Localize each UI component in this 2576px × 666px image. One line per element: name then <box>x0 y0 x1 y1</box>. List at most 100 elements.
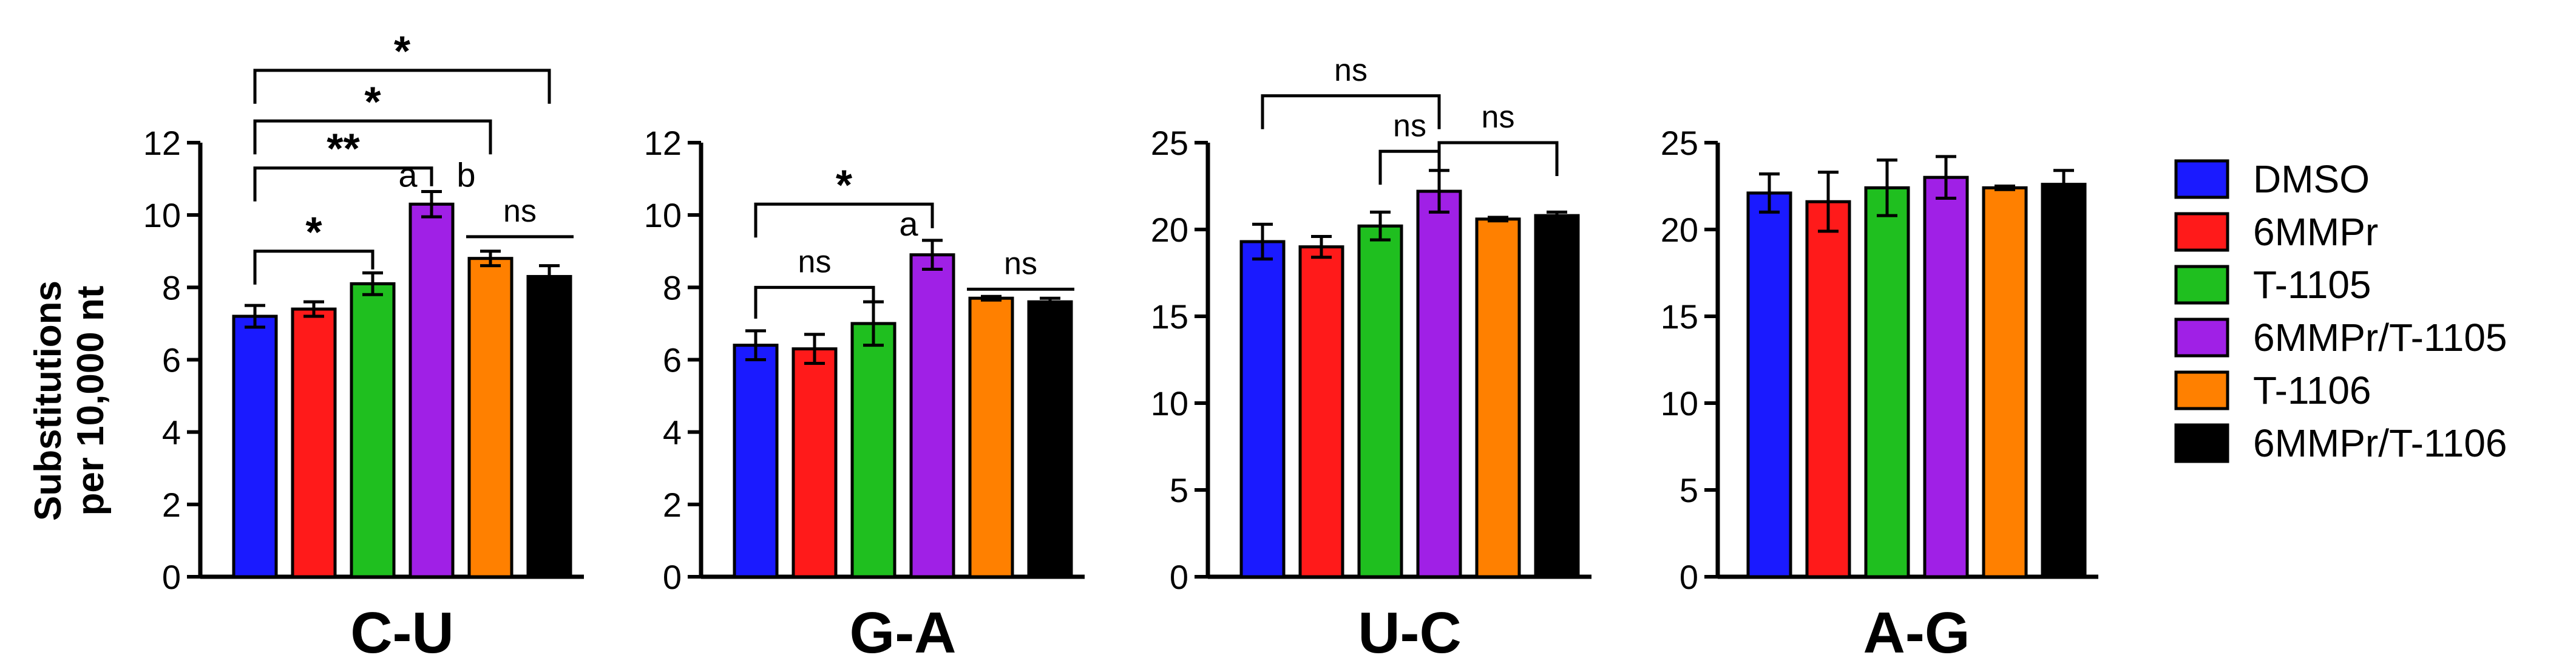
legend-swatch <box>2174 265 2229 305</box>
bar-t-1106 <box>1475 217 1521 579</box>
significance-label: * <box>364 78 381 125</box>
panel-title: A-G <box>1863 600 1970 665</box>
legend-item: 6MMPr/T-1105 <box>2174 316 2507 359</box>
bar-6mmpr-t-1105 <box>1416 189 1462 579</box>
significance-label: ns <box>1334 53 1368 88</box>
y-tick-label: 5 <box>1679 471 1698 509</box>
legend-item: DMSO <box>2174 157 2370 201</box>
legend-item: T-1105 <box>2174 263 2371 307</box>
bar-6mmpr <box>1298 245 1344 579</box>
y-tick-label: 0 <box>663 558 682 596</box>
significance-bracket: ns <box>967 246 1074 291</box>
significance-label: ns <box>1004 246 1037 281</box>
error-bar <box>1040 296 1060 307</box>
error-bar <box>1311 234 1332 259</box>
bar-6mmpr-t-1105 <box>408 202 455 579</box>
legend-swatch <box>2174 159 2229 199</box>
legend-label: 6MMPr/T-1106 <box>2253 421 2507 465</box>
significance-bracket: * <box>253 78 492 155</box>
bar-6mmpr <box>1805 200 1851 579</box>
y-tick-label: 20 <box>1661 211 1698 249</box>
bar-t-1105 <box>850 322 897 579</box>
bar-letter-annotation: a <box>398 155 418 194</box>
significance-bracket: * <box>253 208 375 285</box>
y-tick-label: 8 <box>663 268 682 307</box>
bar-t-1105 <box>350 282 396 579</box>
y-tick-label: 25 <box>1661 124 1698 162</box>
legend-item: 6MMPr/T-1106 <box>2174 421 2507 465</box>
significance-bracket: ns <box>1261 53 1441 129</box>
legend-label: 6MMPr/T-1105 <box>2253 316 2507 359</box>
bar-t-1106 <box>467 257 514 579</box>
legend-swatch <box>2174 318 2229 358</box>
significance-label: ns <box>1482 100 1515 135</box>
significance-bracket: ns <box>1437 100 1559 176</box>
bar-6mmpr-t-1105 <box>1923 175 1969 579</box>
bar-t-1105 <box>1357 224 1403 579</box>
bar-6mmpr-t-1105 <box>909 253 955 579</box>
significance-label: * <box>836 161 853 208</box>
error-bar <box>2053 169 2074 200</box>
significance-bracket: ns <box>466 194 574 239</box>
y-tick-label: 0 <box>1679 558 1698 596</box>
error-bar <box>245 304 265 329</box>
error-bar <box>539 264 560 289</box>
significance-label: ns <box>503 194 537 229</box>
y-tick-label: 12 <box>644 124 682 162</box>
legend-label: T-1106 <box>2253 369 2371 412</box>
panel-a-g: 0 5 10 15 20 25 A-G <box>1661 124 2098 665</box>
y-tick-label: 15 <box>1151 297 1188 336</box>
significance-label: ns <box>798 244 832 279</box>
y-tick-label: 10 <box>1661 384 1698 423</box>
error-bar <box>362 271 383 296</box>
significance-label: ns <box>1393 108 1426 143</box>
significance-bracket: * <box>253 27 551 104</box>
error-bar <box>1995 185 2015 191</box>
y-axis-label: Substitutions per 10,000 nt <box>27 280 112 521</box>
y-tick-label: 2 <box>663 486 682 524</box>
bar-6mmpr <box>291 307 337 579</box>
significance-label: * <box>394 27 411 75</box>
y-tick-label: 6 <box>162 341 181 379</box>
error-bar <box>1488 216 1508 223</box>
bar-6mmpr <box>791 347 838 579</box>
error-bar <box>1818 171 1839 233</box>
error-bar <box>922 239 943 271</box>
error-bar <box>1429 169 1449 214</box>
y-tick-label: 15 <box>1661 297 1698 336</box>
bar-6mmpr-t-1106 <box>1027 300 1073 579</box>
error-bar <box>480 250 501 268</box>
bar-letter-annotation: a <box>899 205 918 243</box>
error-bar <box>1936 155 1956 200</box>
error-bar <box>804 333 825 365</box>
y-tick-label: 12 <box>143 124 181 162</box>
y-tick-label: 20 <box>1151 211 1188 249</box>
y-tick-label: 25 <box>1151 124 1188 162</box>
legend-swatch <box>2174 423 2229 463</box>
error-bar <box>1759 172 1780 214</box>
bar-t-1106 <box>968 296 1014 579</box>
bar-t-1106 <box>1982 186 2028 579</box>
error-bar <box>1877 158 1897 217</box>
legend-label: 6MMPr <box>2253 210 2378 254</box>
error-bar <box>745 329 766 361</box>
y-tick-label: 4 <box>162 413 181 452</box>
y-tick-label: 8 <box>162 268 181 307</box>
legend-label: DMSO <box>2253 157 2370 201</box>
significance-bracket: ** <box>253 125 433 202</box>
y-tick-label: 5 <box>1170 471 1188 509</box>
y-axis-label-line-1: Substitutions <box>27 280 69 521</box>
legend-swatch <box>2174 212 2229 252</box>
legend-swatch <box>2174 370 2229 410</box>
y-tick-label: 0 <box>162 558 181 596</box>
y-tick-label: 10 <box>1151 384 1188 423</box>
y-tick-label: 6 <box>663 341 682 379</box>
error-bar <box>303 300 324 318</box>
y-tick-label: 4 <box>663 413 682 452</box>
bar-dmso <box>232 314 278 579</box>
error-bar <box>1252 222 1273 261</box>
